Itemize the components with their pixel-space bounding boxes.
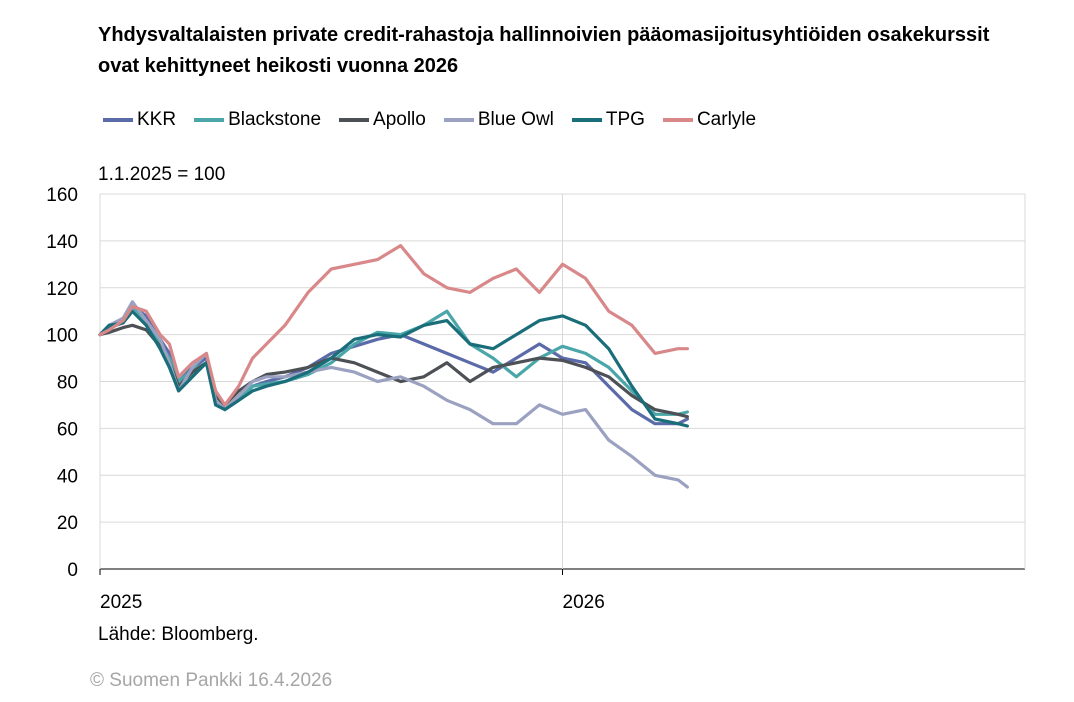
legend-label-carlyle: Carlyle xyxy=(696,109,757,130)
series-line-carlyle xyxy=(98,244,690,407)
legend-item-carlyle: Carlyle xyxy=(662,109,757,131)
legend-swatch-carlyle xyxy=(662,118,693,122)
legend-label-tpg: TPG xyxy=(605,109,645,130)
series-line-kkr xyxy=(98,304,690,426)
y-tick-label-20: 20 xyxy=(57,513,78,534)
y-tick-label-160: 160 xyxy=(46,185,78,206)
legend-item-blue-owl: Blue Owl xyxy=(443,109,554,131)
copyright-note: © Suomen Pankki 16.4.2026 xyxy=(90,670,333,691)
legend-label-blackstone: Blackstone xyxy=(228,109,322,130)
y-axis-unit-label: 1.1.2025 = 100 xyxy=(98,164,226,185)
legend-label-blue-owl: Blue Owl xyxy=(477,109,554,130)
legend-swatch-blackstone xyxy=(194,118,225,122)
series-line-blackstone xyxy=(98,304,690,416)
legend-item-kkr: KKR xyxy=(103,109,176,131)
y-tick-label-40: 40 xyxy=(57,466,78,487)
source-note: Lähde: Bloomberg. xyxy=(98,624,259,645)
series-line-blue-owl xyxy=(98,300,690,489)
x-tick-label-2026: 2026 xyxy=(563,592,605,613)
legend-swatch-apollo xyxy=(339,118,370,122)
y-tick-label-100: 100 xyxy=(46,326,78,347)
legend-item-tpg: TPG xyxy=(571,109,645,131)
legend-swatch-kkr xyxy=(103,118,133,122)
y-tick-label-120: 120 xyxy=(46,279,78,300)
legend-item-apollo: Apollo xyxy=(339,109,426,131)
legend-label-kkr: KKR xyxy=(137,109,177,130)
chart-title: Yhdysvaltalaisten private credit-rahasto… xyxy=(98,24,990,77)
y-tick-label-80: 80 xyxy=(57,373,78,394)
y-tick-label-0: 0 xyxy=(67,560,78,581)
legend-label-apollo: Apollo xyxy=(373,109,426,130)
y-tick-label-140: 140 xyxy=(46,232,78,253)
legend-item-blackstone: Blackstone xyxy=(194,109,321,131)
x-tick-label-2025: 2025 xyxy=(100,592,142,613)
legend-swatch-blue-owl xyxy=(443,118,474,122)
chart-legend: KKR Blackstone Apollo Blue Owl TPG Carly… xyxy=(103,108,774,132)
y-tick-label-60: 60 xyxy=(57,419,78,440)
legend-swatch-tpg xyxy=(571,118,602,122)
series-line-tpg xyxy=(98,309,690,428)
